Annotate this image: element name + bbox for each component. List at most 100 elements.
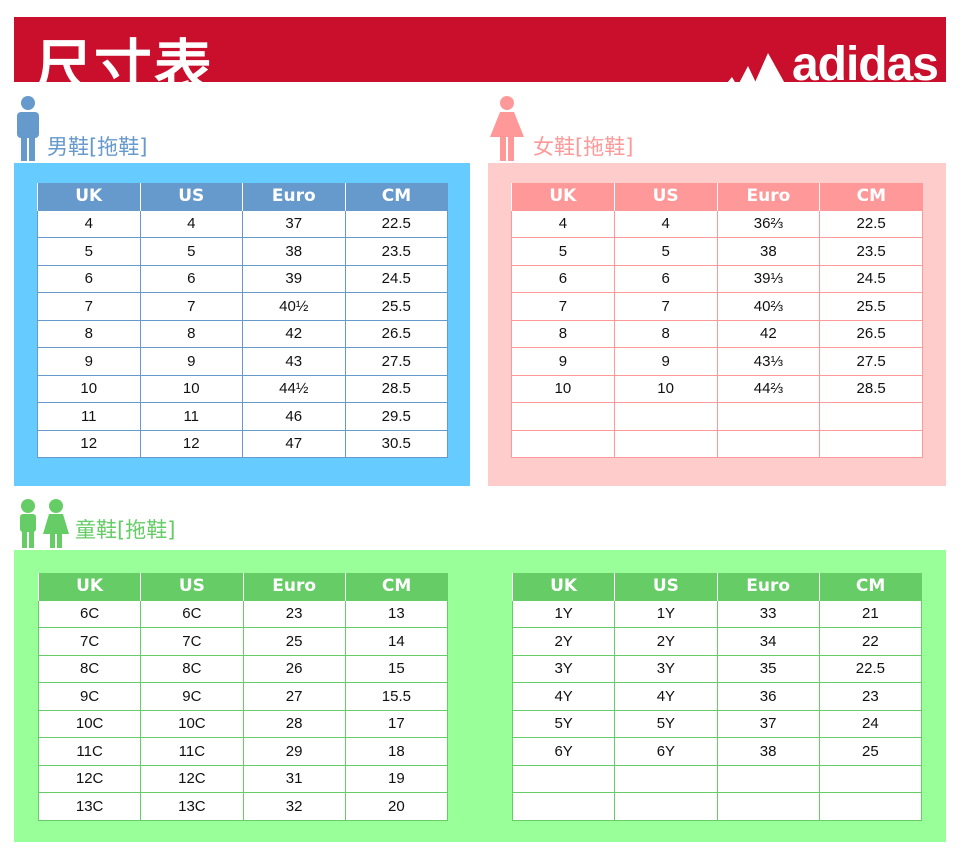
table-cell [511,402,615,431]
table-cell: 5 [511,237,615,266]
table-row: 10 10 44⅔ 28.5 [511,374,923,403]
brand-name: adidas [791,38,939,91]
column-header: UK [511,183,615,210]
table-cell: 29 [242,737,346,766]
table-cell: 26 [242,654,346,683]
table-cell [819,429,923,458]
table-cell [716,792,820,821]
table-cell: 38 [242,237,346,266]
column-header: CM [344,573,448,600]
table-header-row: UK US Euro CM [511,183,923,210]
table-cell: 11 [139,402,243,431]
men-section-label: 男鞋[拖鞋] [47,135,148,159]
table-cell: 13C [37,792,142,821]
table-cell: 9 [37,347,141,376]
table-cell: 37 [242,209,346,238]
table-cell: 5Y [614,709,718,738]
table-cell: 24.5 [344,264,448,293]
table-cell: 15.5 [344,682,449,711]
table-cell: 7 [613,292,718,321]
table-cell: 39⅓ [716,264,821,293]
table-cell: 8C [37,654,142,683]
table-cell [613,429,718,458]
table-cell: 7 [511,292,615,321]
column-header: US [140,573,243,600]
column-header: CM [344,183,448,210]
table-row: 5 5 38 23.5 [511,237,923,266]
table-row: 6 6 39 24.5 [37,264,448,293]
table-row: 5Y 5Y 37 24 [511,709,923,738]
table-cell: 25 [242,627,346,656]
table-header-row: UK US Euro CM [37,183,448,210]
table-row: 6Y 6Y 38 25 [511,737,923,766]
table-cell: 6C [140,599,244,628]
table-cell: 6 [139,264,243,293]
table-cell: 25.5 [344,292,448,321]
table-cell: 15 [344,654,449,683]
men-size-table: UK US Euro CM 4 4 37 22.5 5 5 38 23.5 6 6 39 24.5 7 7 40½ 2… [37,183,448,458]
table-cell: 19 [344,764,449,793]
table-cell: 22.5 [819,209,923,238]
table-row: 12 12 47 30.5 [37,429,448,458]
column-header: CM [818,573,922,600]
table-cell: 10 [37,374,141,403]
table-cell: 42 [716,319,821,348]
table-header-row: UK US Euro CM [37,573,448,600]
table-row: 6 6 39⅓ 24.5 [511,264,923,293]
table-cell: 35 [716,654,820,683]
adidas-logo: adidas [721,38,939,91]
table-cell: 31 [242,764,346,793]
column-header: US [613,183,717,210]
table-cell: 6C [37,599,142,628]
kids-size-table-c: UK US Euro CM 6C 6C 23 13 7C 7C 25 14 8C 8C 26 15 9C 9C 27… [37,573,449,821]
table-cell [511,764,616,793]
table-cell: 10C [140,709,244,738]
table-row: 4 4 37 22.5 [37,209,448,238]
table-cell: 5 [613,237,718,266]
table-row: 8 8 42 26.5 [37,319,448,348]
table-cell [818,764,923,793]
table-cell: 27 [242,682,346,711]
table-cell: 9 [139,347,243,376]
table-cell: 26.5 [819,319,923,348]
table-cell: 10 [511,374,615,403]
table-cell: 4 [37,209,141,238]
woman-icon [490,96,524,161]
table-cell: 8 [613,319,718,348]
table-row: 10 10 44½ 28.5 [37,374,448,403]
table-row: 7C 7C 25 14 [37,627,449,656]
table-cell: 22.5 [344,209,448,238]
column-header: UK [37,573,141,600]
table-cell: 11C [37,737,142,766]
table-cell: 5 [139,237,243,266]
table-cell [614,792,718,821]
table-cell: 23 [242,599,346,628]
table-cell: 5 [37,237,141,266]
table-cell: 3Y [614,654,718,683]
column-header: US [139,183,243,210]
table-cell: 7 [37,292,141,321]
table-cell: 25.5 [819,292,923,321]
table-cell: 10 [613,374,718,403]
table-row: 9 9 43 27.5 [37,347,448,376]
table-cell: 23 [818,682,923,711]
table-cell: 7C [37,627,142,656]
table-cell: 13 [344,599,449,628]
table-row: 6C 6C 23 13 [37,599,449,628]
table-cell: 44⅔ [716,374,821,403]
table-row: 11 11 46 29.5 [37,402,448,431]
table-cell: 4 [139,209,243,238]
table-cell: 32 [242,792,346,821]
table-cell: 12C [140,764,244,793]
table-cell [716,429,821,458]
table-cell [818,792,923,821]
table-cell: 36 [716,682,820,711]
table-cell: 6Y [614,737,718,766]
table-row: 1Y 1Y 33 21 [511,599,923,628]
table-cell: 10C [37,709,142,738]
table-cell: 46 [242,402,346,431]
page-title: 尺寸表 [34,33,215,101]
column-header: US [614,573,717,600]
table-cell: 8 [139,319,243,348]
